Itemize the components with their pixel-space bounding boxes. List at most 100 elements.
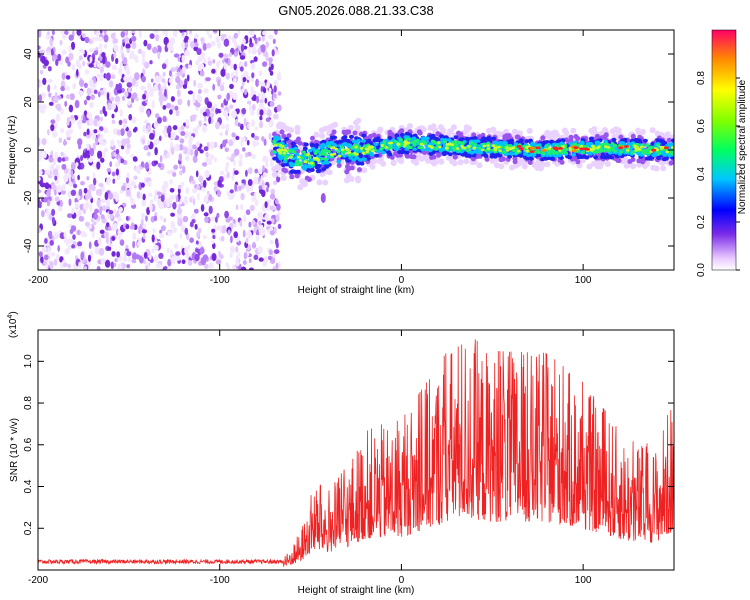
signal-blob xyxy=(361,139,366,143)
signal-blob xyxy=(460,141,465,145)
noise-blob xyxy=(119,61,123,68)
snr-y-tick-label: 0.2 xyxy=(23,521,34,535)
noise-blob xyxy=(234,119,239,127)
signal-blob xyxy=(309,142,315,147)
noise-blob xyxy=(192,187,198,194)
noise-blob xyxy=(127,100,131,106)
noise-blob xyxy=(146,151,151,157)
signal-blob xyxy=(408,145,413,149)
noise-blob xyxy=(82,114,86,123)
signal-blob xyxy=(527,160,533,165)
signal-blob xyxy=(671,138,674,143)
noise-blob xyxy=(111,74,116,79)
signal-blob xyxy=(280,145,285,148)
snr-x-tick-label: 0 xyxy=(399,575,405,586)
noise-blob xyxy=(38,228,42,233)
noise-blob xyxy=(111,236,116,241)
noise-blob xyxy=(118,67,123,76)
noise-blob xyxy=(254,126,258,131)
signal-blob xyxy=(292,156,297,160)
spectrogram-y-tick-label: -20 xyxy=(23,190,34,205)
snr-y-tick-label: 0.6 xyxy=(23,437,34,451)
noise-blob xyxy=(51,129,58,138)
noise-blob xyxy=(246,185,250,193)
noise-blob xyxy=(176,71,181,77)
noise-blob xyxy=(241,179,246,184)
signal-blob xyxy=(527,138,533,143)
signal-blob xyxy=(389,141,394,145)
signal-blob xyxy=(354,156,360,160)
noise-blob xyxy=(70,169,74,177)
signal-blob xyxy=(648,146,653,150)
noise-blob xyxy=(102,151,106,158)
signal-blob xyxy=(272,131,277,137)
noise-blob xyxy=(57,245,60,252)
noise-blob xyxy=(259,109,264,116)
signal-blob xyxy=(284,149,289,153)
noise-blob xyxy=(220,68,226,77)
noise-blob xyxy=(229,83,234,90)
noise-blob xyxy=(116,210,120,216)
noise-blob xyxy=(192,155,198,163)
noise-blob xyxy=(99,208,102,216)
snr-ylabel: SNR (10 * v/v) xyxy=(9,418,20,482)
signal-blob xyxy=(362,157,367,162)
signal-blob xyxy=(274,143,278,147)
signal-blob xyxy=(476,162,483,169)
snr-series-line xyxy=(38,339,674,567)
signal-blob xyxy=(320,193,326,203)
signal-blob xyxy=(544,144,549,148)
signal-blob xyxy=(348,124,354,131)
signal-blob xyxy=(457,159,464,166)
signal-blob xyxy=(447,142,452,146)
snr-y-tick-label: 1.0 xyxy=(23,354,34,368)
noise-blob xyxy=(225,123,230,132)
noise-blob xyxy=(232,92,238,101)
noise-blob xyxy=(86,87,92,96)
noise-blob xyxy=(242,229,246,238)
signal-blob xyxy=(414,140,419,144)
noise-blob xyxy=(49,240,54,246)
noise-blob xyxy=(140,218,144,226)
noise-blob xyxy=(141,198,147,207)
noise-blob xyxy=(188,144,193,151)
noise-blob xyxy=(194,223,198,230)
noise-blob xyxy=(84,221,90,227)
noise-blob xyxy=(70,238,74,244)
noise-blob xyxy=(212,83,216,91)
noise-blob xyxy=(177,184,182,190)
noise-blob xyxy=(142,93,147,100)
noise-blob xyxy=(199,70,205,77)
noise-blob xyxy=(158,252,164,259)
noise-blob xyxy=(236,30,241,36)
noise-blob xyxy=(163,218,167,223)
noise-blob xyxy=(51,208,56,216)
signal-blob xyxy=(373,142,379,146)
noise-blob xyxy=(94,36,99,41)
noise-blob xyxy=(179,233,183,239)
signal-blob xyxy=(636,130,643,137)
noise-blob xyxy=(202,111,208,117)
signal-blob xyxy=(636,158,642,164)
noise-blob xyxy=(131,259,137,264)
signal-blob xyxy=(477,146,482,150)
signal-peak-blob xyxy=(573,146,579,150)
noise-blob xyxy=(274,198,279,205)
signal-blob xyxy=(514,134,520,140)
signal-blob xyxy=(327,144,332,149)
noise-blob xyxy=(170,131,176,140)
signal-blob xyxy=(580,140,585,145)
noise-blob xyxy=(61,157,66,162)
noise-blob xyxy=(186,74,190,82)
noise-blob xyxy=(209,112,214,119)
noise-blob xyxy=(100,214,105,220)
noise-blob xyxy=(195,170,199,178)
signal-blob xyxy=(407,137,412,141)
signal-blob xyxy=(619,150,624,154)
noise-blob xyxy=(89,56,93,63)
signal-blob xyxy=(643,161,650,168)
noise-blob xyxy=(170,96,175,102)
noise-blob xyxy=(153,244,159,251)
noise-blob xyxy=(145,265,149,270)
noise-blob xyxy=(248,258,252,264)
